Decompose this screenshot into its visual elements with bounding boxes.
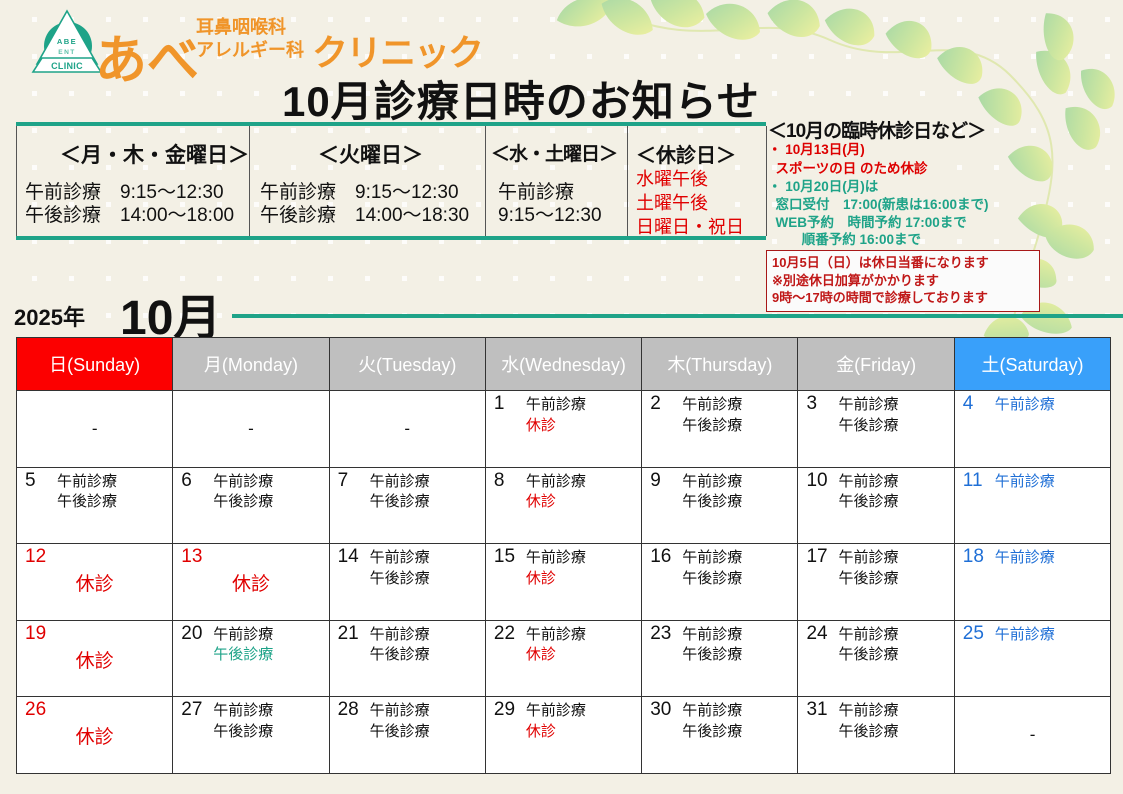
svg-text:ENT: ENT xyxy=(58,49,75,56)
svg-text:ABE: ABE xyxy=(57,37,77,46)
svg-text:CLINIC: CLINIC xyxy=(51,61,83,71)
